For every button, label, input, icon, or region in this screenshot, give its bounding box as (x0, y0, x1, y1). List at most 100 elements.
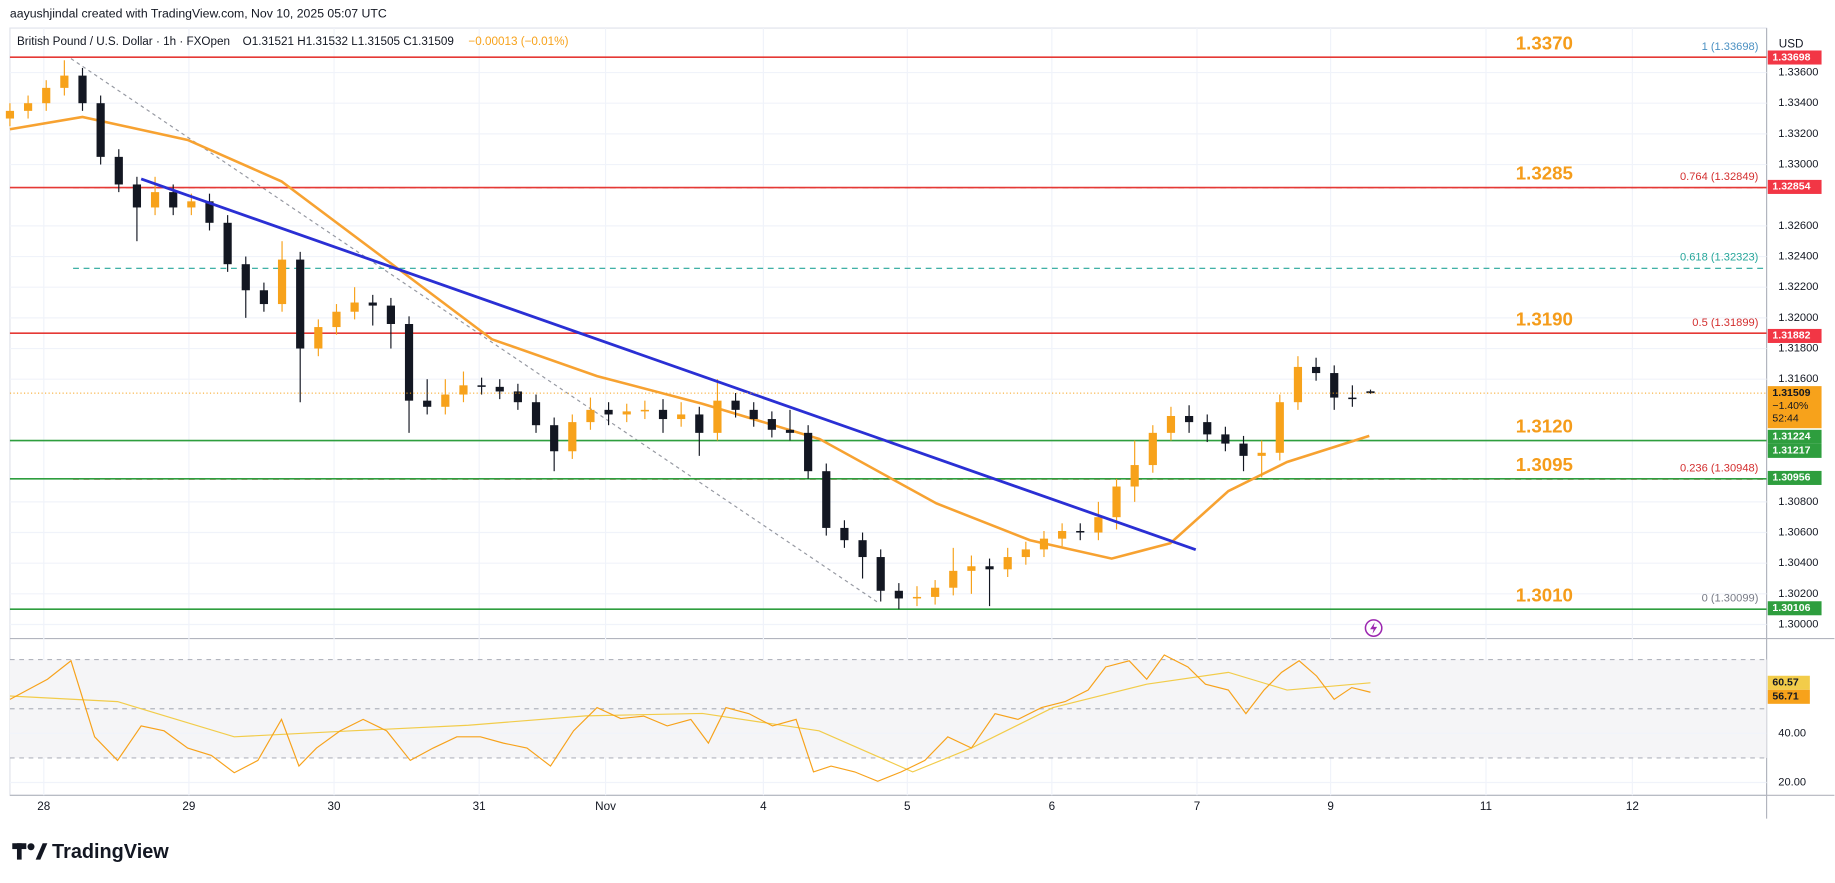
current-price: 1.31509 (1772, 387, 1810, 399)
y-tick-label: 1.32200 (1778, 281, 1818, 293)
y-tick-label: 1.33600 (1778, 66, 1818, 78)
candle-body (332, 311, 341, 328)
candle-body (205, 201, 214, 223)
x-tick-label: Nov (595, 800, 616, 813)
price-badge-label: 1.33698 (1772, 51, 1810, 63)
candle-body (949, 570, 958, 588)
fib-label: 0.236 (1.30948) (1680, 463, 1759, 475)
y-tick-label: 1.33200 (1778, 128, 1818, 140)
candle-body (531, 402, 541, 426)
rsi-line (9, 654, 1371, 782)
candle-body (1257, 452, 1266, 456)
candle-body (1293, 366, 1303, 403)
ohlc: O1.31521 H1.31532 L1.31505 C1.31509 (243, 35, 454, 48)
candle-body (296, 259, 305, 349)
candle-body (150, 192, 160, 208)
candle-body (513, 391, 522, 403)
candle-body (5, 110, 15, 119)
candle-body (42, 87, 51, 104)
trendline (140, 177, 1197, 552)
candle-body (931, 587, 940, 597)
y-tick-label: 1.32400 (1778, 250, 1818, 262)
price-badge (1767, 601, 1822, 616)
y-tick-label: 1.30000 (1778, 618, 1818, 630)
x-tick-label: 7 (1194, 800, 1201, 813)
candle-body (677, 414, 686, 420)
y-tick-label: 1.33000 (1778, 158, 1818, 170)
candle-body (876, 557, 885, 591)
rsi-tick-label: 40.00 (1778, 727, 1806, 739)
candle-body (622, 411, 631, 415)
price-badge (1767, 470, 1822, 485)
x-tick-label: 11 (1480, 800, 1492, 813)
y-tick-label: 1.30200 (1778, 588, 1818, 600)
fib-label: 0.618 (1.32323) (1680, 252, 1759, 264)
candle-body (350, 302, 359, 312)
candle-body (1203, 422, 1212, 435)
x-tick-label: 12 (1626, 800, 1639, 813)
y-tick-label: 1.33400 (1778, 97, 1818, 109)
level-label: 1.3120 (1516, 416, 1573, 437)
candle-body (804, 432, 813, 472)
candle-body (169, 192, 178, 208)
candle-body (858, 540, 867, 558)
candle-body (912, 596, 922, 599)
candle-body (1275, 402, 1284, 453)
candle-body (1221, 434, 1230, 444)
y-tick-label: 1.32600 (1778, 220, 1818, 232)
fib-diagonal (70, 58, 879, 603)
candle-body (640, 409, 649, 412)
candle-body (1021, 549, 1030, 558)
candle-body (241, 264, 250, 291)
level-label: 1.3190 (1516, 308, 1573, 329)
candle-body (404, 323, 414, 401)
candle-body (1076, 530, 1085, 533)
candle-body (840, 527, 849, 541)
rsi-badge (1767, 675, 1810, 690)
logo: TradingView (52, 841, 169, 863)
candle-body (96, 103, 105, 157)
logo-mark (12, 843, 48, 860)
change: −0.00013 (−0.01%) (468, 35, 568, 48)
candle-body (1003, 557, 1012, 570)
candle-body (114, 156, 123, 185)
x-tick-label: 6 (1049, 800, 1056, 813)
symbol: British Pound / U.S. Dollar · 1h · FXOpe… (17, 35, 230, 48)
fib-label: 0.5 (1.31899) (1692, 317, 1758, 329)
candle-body (187, 201, 196, 208)
level-label: 1.3370 (1516, 32, 1573, 53)
candle-body (1094, 517, 1103, 533)
x-tick-label: 9 (1327, 800, 1334, 813)
candle-body (1239, 443, 1248, 456)
candle-body (441, 394, 450, 407)
price-badge (1767, 443, 1822, 458)
candle-body (1148, 432, 1157, 466)
y-tick-label: 1.32000 (1778, 312, 1818, 324)
candle-body (1366, 391, 1375, 394)
fib-label: 0.764 (1.32849) (1680, 171, 1759, 183)
y-tick-label: 1.30800 (1778, 496, 1818, 508)
candle-body (586, 409, 595, 423)
candle-body (23, 103, 33, 111)
fib-label: 0 (1.30099) (1702, 593, 1759, 605)
price-badge-label: 1.31217 (1772, 445, 1810, 457)
candle-body (604, 409, 613, 415)
price-badge-label: 1.30956 (1772, 472, 1810, 484)
candle-body (259, 290, 269, 305)
price-badge (1767, 328, 1822, 343)
candle-body (1166, 415, 1176, 433)
current-badge (1767, 386, 1822, 429)
candle-body (731, 400, 740, 410)
rsi-badge-label: 56.71 (1772, 691, 1798, 703)
candle-body (78, 75, 87, 104)
currency: USD (1779, 38, 1804, 51)
alert-icon[interactable] (1364, 619, 1383, 637)
level-label: 1.3010 (1516, 584, 1573, 605)
candle-body (1112, 486, 1121, 518)
x-tick-label: 29 (182, 800, 195, 813)
rsi-badge-label: 60.57 (1772, 677, 1798, 689)
candle-body (967, 566, 976, 571)
candle-body (477, 385, 486, 387)
price-badge-label: 1.31224 (1772, 431, 1810, 443)
